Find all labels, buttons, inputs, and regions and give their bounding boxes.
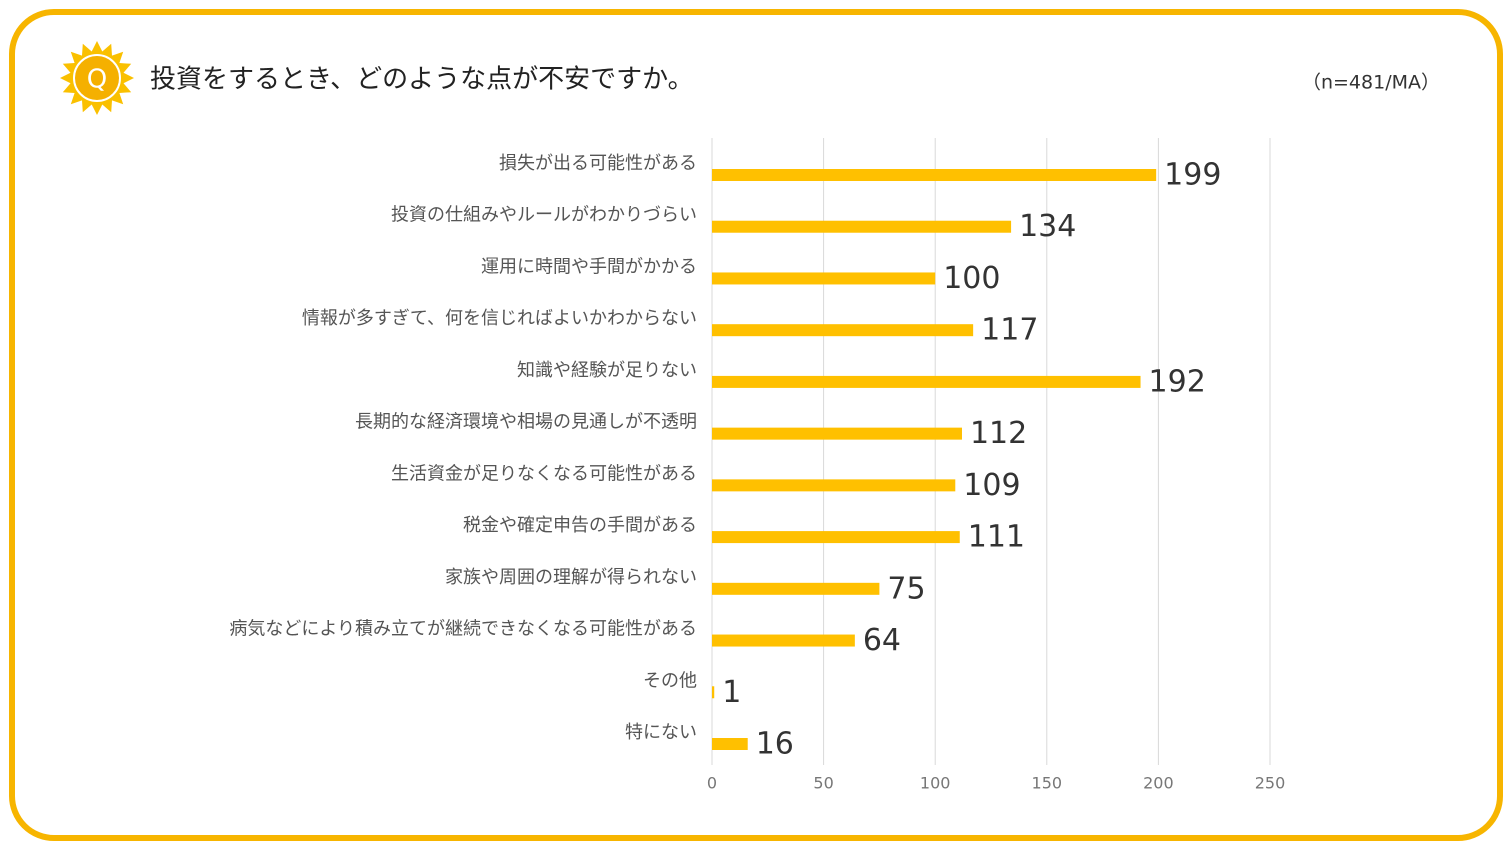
x-tick-label: 50 [813, 774, 833, 793]
category-label: 運用に時間や手間がかかる [481, 256, 697, 277]
category-label: 情報が多すぎて、何を信じればよいかわからない [302, 308, 697, 329]
bar [712, 220, 1012, 233]
value-label: 75 [887, 571, 925, 606]
bar [712, 375, 1141, 388]
category-label: 損失が出る可能性がある [499, 153, 697, 174]
x-tick-label: 100 [920, 774, 951, 793]
x-tick-label: 200 [1143, 774, 1174, 793]
sample-note: （n=481/MA） [1302, 72, 1440, 94]
q-icon: Q [60, 41, 134, 115]
bar [712, 479, 956, 492]
value-label: 199 [1164, 158, 1221, 193]
value-label: 64 [863, 623, 901, 658]
category-label: 生活資金が足りなくなる可能性がある [391, 463, 697, 484]
bar [712, 427, 962, 440]
category-label: 病気などにより積み立てが継続できなくなる可能性がある [229, 619, 697, 640]
category-label: 知識や経験が足りない [517, 360, 697, 381]
x-tick-label: 250 [1255, 774, 1286, 793]
value-label: 1 [722, 675, 741, 710]
bar [712, 531, 960, 544]
icon-label: Q [87, 65, 107, 95]
frame [9, 9, 1503, 841]
bar [712, 169, 1157, 181]
bar [712, 738, 748, 750]
value-label: 109 [963, 468, 1020, 503]
bar [712, 582, 880, 595]
x-tick-label: 0 [707, 774, 717, 793]
chart-title: 投資をするとき、どのような点が不安ですか。 [150, 65, 694, 95]
x-tick-label: 150 [1032, 774, 1063, 793]
value-label: 16 [756, 727, 794, 762]
bar [712, 324, 974, 337]
category-label: 税金や確定申告の手間がある [463, 515, 697, 536]
value-label: 117 [981, 313, 1038, 348]
category-label: 特にない [625, 722, 697, 743]
bar [712, 634, 855, 647]
category-label: 家族や周囲の理解が得られない [445, 567, 697, 588]
value-label: 134 [1019, 209, 1076, 244]
bar [712, 686, 715, 699]
value-label: 111 [968, 520, 1025, 555]
value-label: 100 [943, 261, 1000, 296]
category-label: その他 [643, 670, 697, 691]
value-label: 192 [1149, 364, 1206, 399]
icon-circle [73, 54, 121, 102]
category-label: 長期的な経済環境や相場の見通しが不透明 [355, 412, 697, 433]
value-label: 112 [970, 416, 1027, 451]
bar [712, 272, 936, 285]
category-label: 投資の仕組みやルールがわかりづらい [391, 205, 697, 226]
